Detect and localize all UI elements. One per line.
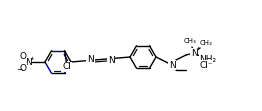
Text: +: + [29, 56, 34, 61]
Text: N: N [87, 55, 94, 64]
Text: O: O [19, 63, 26, 72]
Text: Cl: Cl [62, 62, 71, 71]
Text: N: N [169, 60, 175, 69]
Text: CH₃: CH₃ [200, 40, 212, 46]
Text: N: N [108, 56, 114, 65]
Text: NH₂: NH₂ [199, 55, 217, 63]
Text: O: O [19, 52, 26, 60]
Text: −: − [16, 65, 22, 74]
Text: Cl⁻: Cl⁻ [199, 60, 213, 69]
Text: CH₃: CH₃ [184, 38, 196, 44]
Text: +: + [196, 46, 200, 51]
Text: N: N [191, 49, 197, 57]
Text: N: N [25, 57, 31, 66]
